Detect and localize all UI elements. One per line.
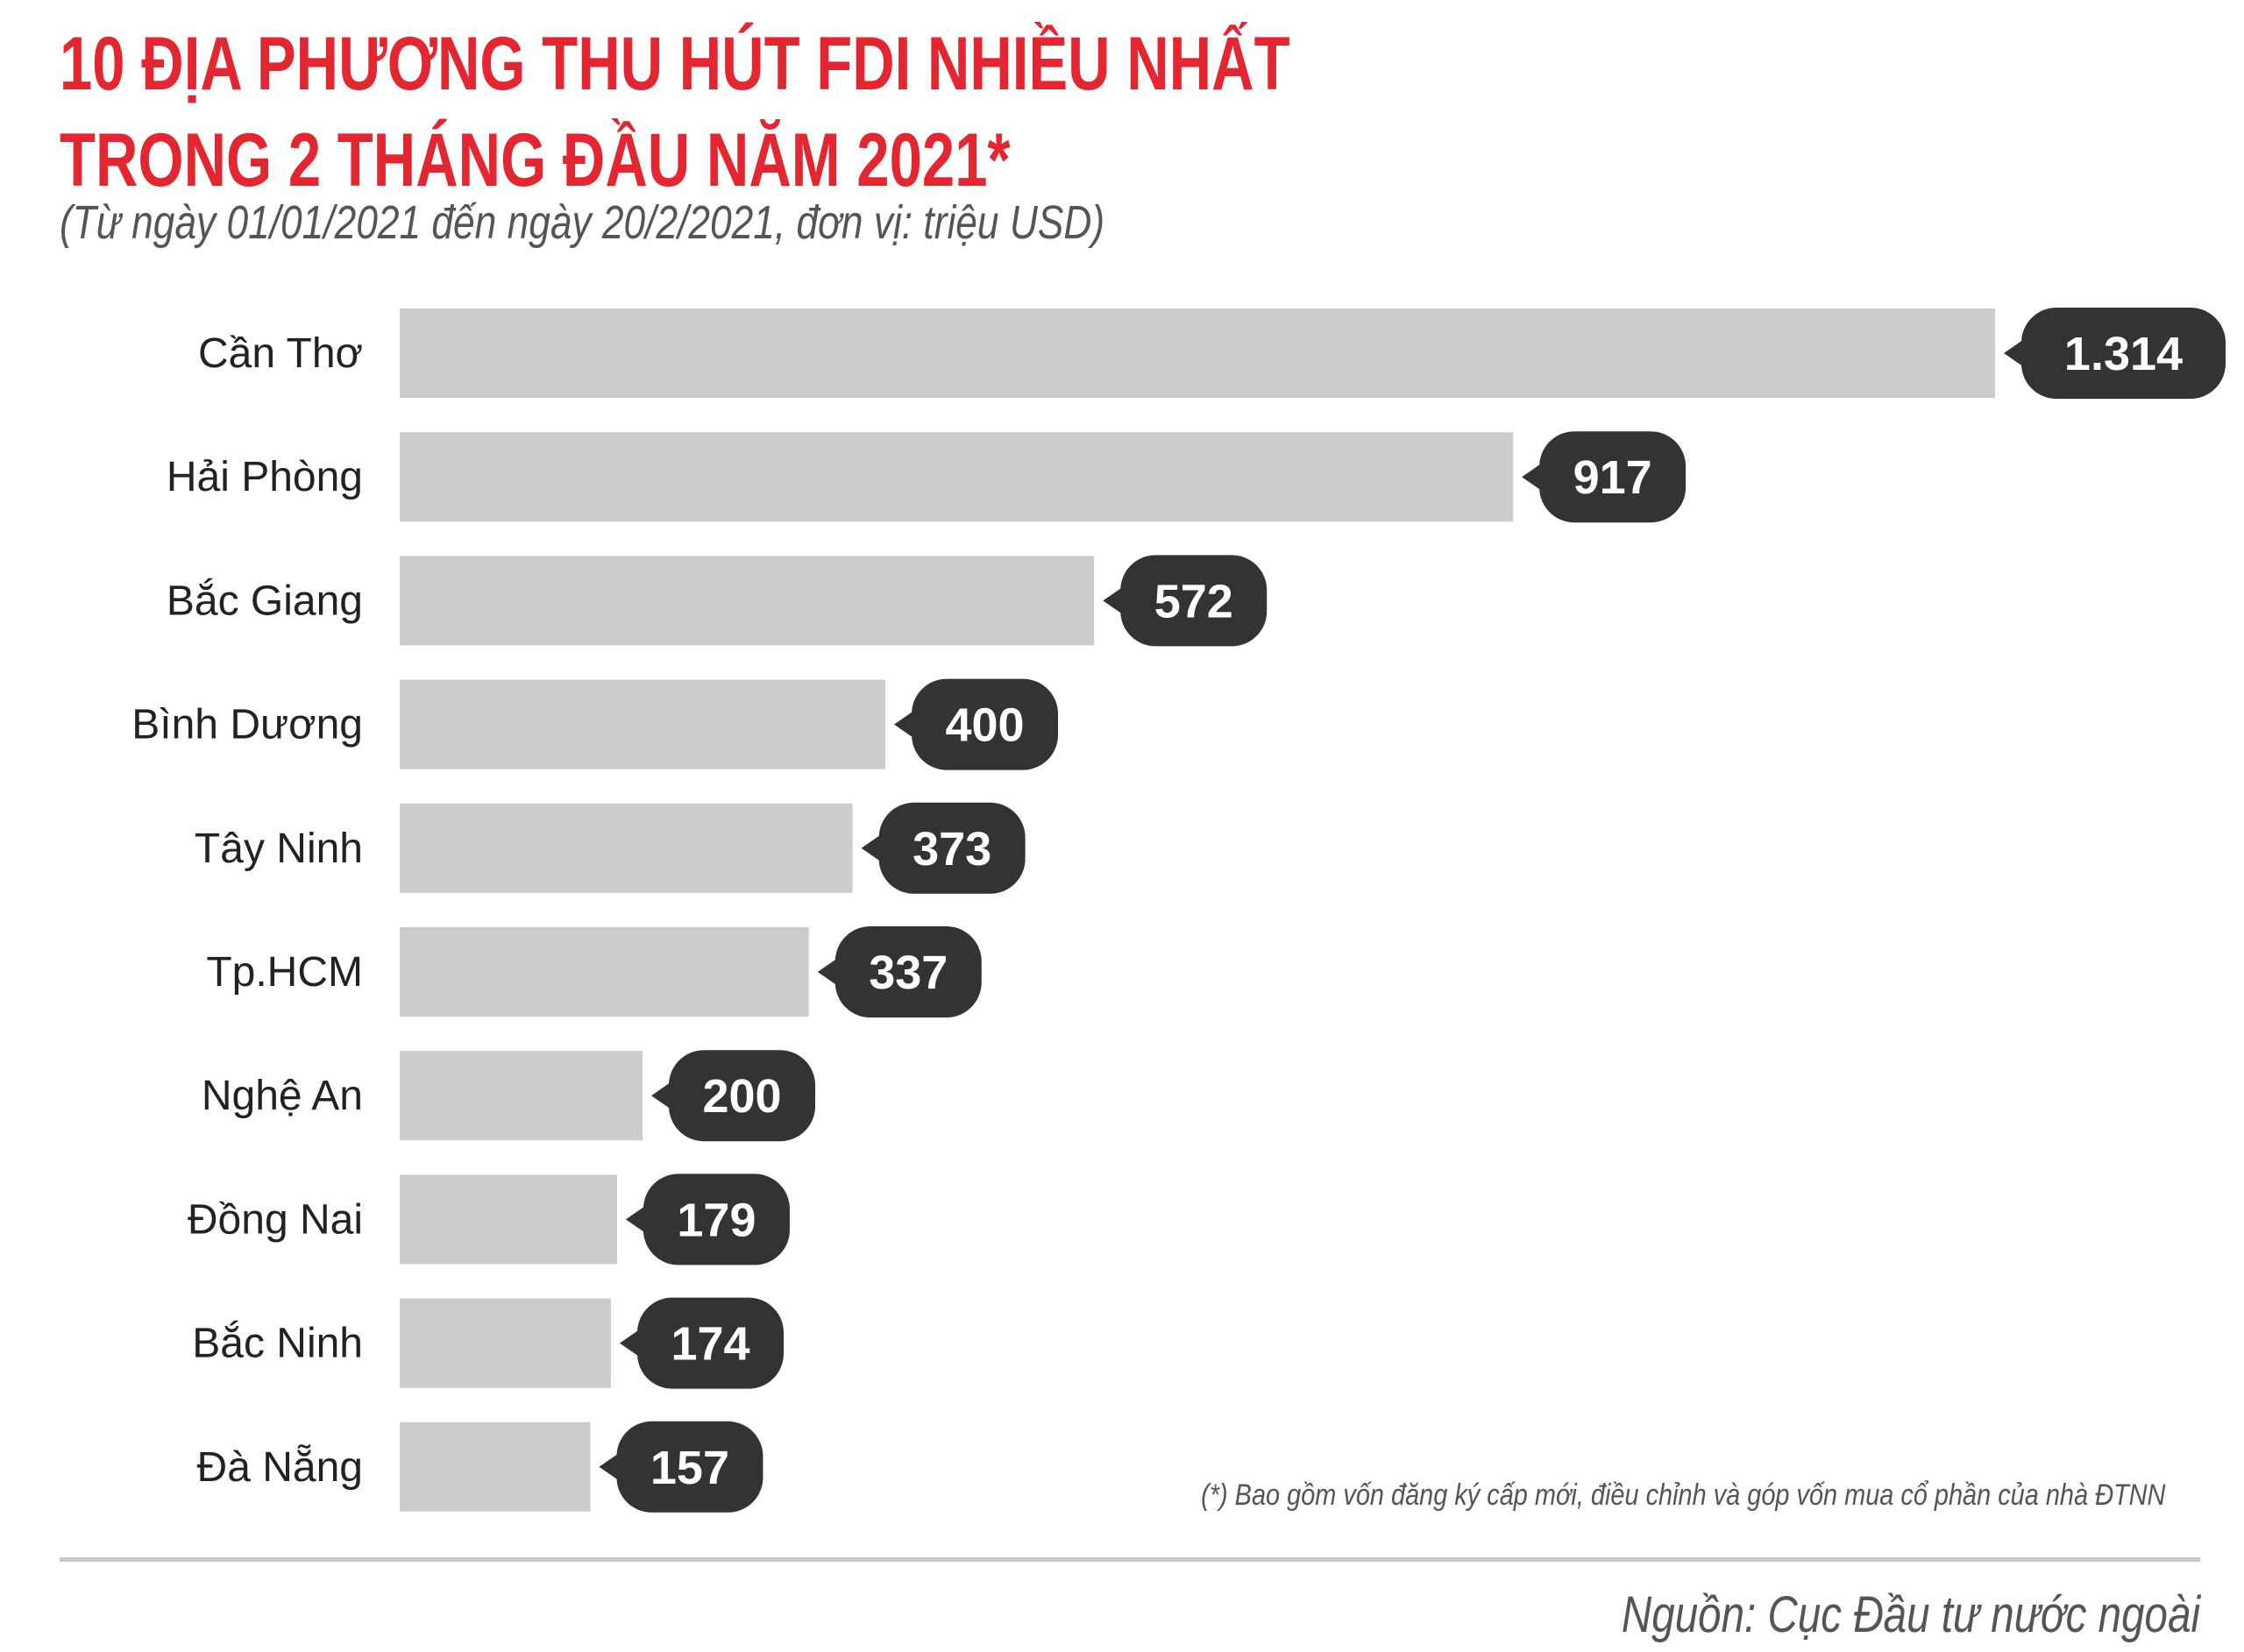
category-label: Đồng Nai <box>188 1196 363 1243</box>
category-label: Đà Nẵng <box>197 1444 363 1491</box>
bar-chart: Cần Thơ 1.314 Hải Phòng 917 Bắc Giang 572 Bình… <box>131 308 2226 1513</box>
value-label: 373 <box>913 823 991 876</box>
value-badge-pointer <box>651 1080 675 1112</box>
value-badge: 373 <box>861 802 1026 894</box>
value-label: 174 <box>671 1318 749 1371</box>
category-label: Hải Phòng <box>167 454 363 500</box>
bar <box>400 432 1514 522</box>
chart-subtitle: (Từ ngày 01/01/2021 đến ngày 20/2/2021, … <box>60 196 1105 249</box>
value-badge: 400 <box>894 678 1059 770</box>
value-badge-pointer <box>599 1450 622 1483</box>
bar <box>400 803 853 893</box>
bar <box>400 1174 617 1265</box>
value-label: 1.314 <box>2064 328 2183 380</box>
value-badge-pointer <box>625 1203 649 1236</box>
value-badge-body <box>912 678 1059 770</box>
bar <box>400 927 809 1017</box>
value-badge: 337 <box>817 926 982 1017</box>
value-label: 200 <box>702 1070 781 1123</box>
value-badge: 174 <box>620 1297 785 1389</box>
value-label: 917 <box>1573 451 1652 504</box>
value-badge-pointer <box>894 708 918 741</box>
chart-title-line-2: TRONG 2 THÁNG ĐẦU NĂM 2021* <box>60 118 1011 202</box>
value-label: 400 <box>945 699 1024 752</box>
source-note: Nguồn: Cục Đầu tư nước ngoài <box>1621 1586 2200 1643</box>
value-badge-body <box>643 1173 790 1266</box>
value-badge-pointer <box>861 832 884 864</box>
value-badge: 1.314 <box>2004 308 2226 399</box>
category-label: Bắc Giang <box>167 577 363 624</box>
bar <box>400 556 1095 646</box>
value-badge-body <box>878 802 1026 894</box>
bar <box>400 1422 591 1512</box>
value-badge: 200 <box>651 1050 816 1142</box>
value-badge-body <box>637 1297 785 1389</box>
value-label: 157 <box>650 1442 729 1494</box>
value-badge-pointer <box>1103 585 1126 617</box>
value-label: 179 <box>677 1194 756 1246</box>
chart-title: 10 ĐỊA PHƯƠNG THU HÚT FDI NHIỀU NHẤT TRO… <box>60 16 1715 209</box>
footnote: (*) Bao gồm vốn đăng ký cấp mới, điều ch… <box>1200 1478 2165 1512</box>
value-badge-body <box>834 926 982 1017</box>
value-badge: 917 <box>1522 431 1687 523</box>
value-label: 337 <box>869 947 948 999</box>
category-label: Tp.HCM <box>206 949 363 996</box>
category-label: Bắc Ninh <box>192 1320 363 1367</box>
value-badge-pointer <box>2004 337 2027 369</box>
value-badge-body <box>616 1421 763 1513</box>
category-label: Nghệ An <box>202 1073 363 1119</box>
category-label: Tây Ninh <box>195 826 363 872</box>
value-badge: 157 <box>599 1421 763 1513</box>
category-label: Cần Thơ <box>198 330 363 377</box>
bar <box>400 679 886 769</box>
divider <box>60 1557 2200 1562</box>
bar <box>400 308 1995 398</box>
value-badge-body <box>1539 431 1687 523</box>
value-badge: 179 <box>625 1173 790 1266</box>
value-badge-pointer <box>620 1327 643 1359</box>
value-badge: 572 <box>1103 555 1268 647</box>
category-label: Bình Dương <box>131 702 363 748</box>
chart-title-line-1: 10 ĐỊA PHƯƠNG THU HÚT FDI NHIỀU NHẤT <box>60 22 1290 106</box>
value-badge-pointer <box>1522 461 1545 493</box>
value-badge-body <box>669 1050 816 1142</box>
value-label: 572 <box>1154 575 1233 627</box>
bar <box>400 1051 643 1141</box>
bar <box>400 1298 612 1388</box>
value-badge-body <box>1120 555 1268 647</box>
value-badge-pointer <box>817 956 841 988</box>
value-badge-body <box>2021 308 2226 399</box>
